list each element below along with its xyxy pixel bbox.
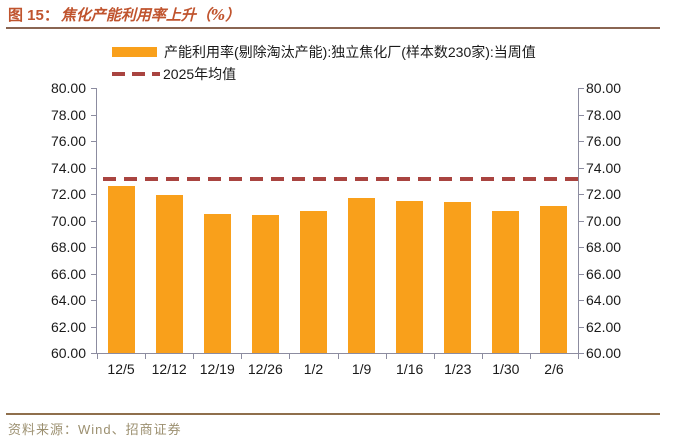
x-axis-label: 1/23: [444, 361, 472, 377]
y-axis-label-right: 68.00: [586, 239, 622, 255]
legend-item-bar-series: 产能利用率(剔除淘汰产能):独立焦化厂(样本数230家):当周值: [112, 41, 536, 63]
y-axis-label-right: 80.00: [586, 80, 622, 96]
y-axis-label-right: 66.00: [586, 265, 622, 282]
x-axis-label: 12/5: [107, 361, 135, 377]
y-tick-right: [579, 141, 584, 142]
y-tick-left: [91, 220, 96, 222]
legend-label-bar-series: 产能利用率(剔除淘汰产能):独立焦化厂(样本数230家):当周值: [164, 44, 536, 60]
y-tick-left: [91, 326, 96, 328]
x-axis-label: 12/26: [247, 361, 283, 377]
y-tick-right: [579, 114, 584, 116]
x-axis: [96, 353, 579, 354]
x-tick: [578, 354, 579, 359]
y-axis-label-right: 78.00: [586, 106, 622, 123]
y-axis-label-right: 60.00: [586, 345, 622, 361]
y-axis-label-right: 76.00: [586, 133, 622, 149]
y-axis-label-left: 60.00: [50, 345, 86, 361]
bar-12/5: [107, 186, 135, 353]
figure-title-text: 焦化产能利用率上升（%）: [60, 6, 241, 24]
y-tick-right: [579, 88, 584, 89]
x-tick: [193, 354, 195, 359]
chart-legend: 产能利用率(剔除淘汰产能):独立焦化厂(样本数230家):当周值 2025年均值: [112, 41, 536, 85]
bar-1/30: [492, 211, 520, 353]
bar-series-swatch: [112, 47, 157, 57]
y-axis-label-left: 76.00: [50, 133, 86, 149]
bar-2/6: [540, 205, 568, 353]
x-axis-label: 1/16: [396, 361, 424, 377]
y-axis-label-left: 70.00: [50, 212, 86, 229]
x-axis-label: 2/6: [544, 361, 564, 377]
x-tick: [481, 354, 483, 359]
x-tick: [241, 354, 243, 359]
y-tick-right: [579, 247, 584, 248]
footer-divider: [6, 413, 660, 415]
y-tick-left: [91, 300, 96, 301]
y-tick-left: [91, 114, 96, 116]
x-axis-label: 1/2: [303, 361, 324, 377]
y-tick-right: [579, 273, 584, 275]
y-tick-right: [579, 194, 584, 195]
x-tick: [433, 354, 435, 359]
x-axis-label: 12/19: [199, 361, 235, 377]
y-axis-label-left: 78.00: [50, 106, 86, 123]
legend-item-mean-line: 2025年均值: [112, 63, 536, 85]
x-axis-label: 12/12: [151, 361, 187, 377]
x-tick: [385, 354, 387, 359]
bar-1/9: [348, 197, 376, 353]
title-divider: [6, 27, 660, 29]
mean-value-dashed-line: [103, 177, 578, 182]
bar-12/19: [203, 213, 231, 353]
y-axis-label-right: 70.00: [586, 212, 622, 229]
y-tick-left: [91, 273, 96, 275]
y-tick-right: [579, 167, 584, 169]
y-axis-label-left: 68.00: [50, 239, 86, 255]
y-axis-label-right: 64.00: [586, 292, 622, 308]
y-axis-label-left: 66.00: [50, 265, 86, 282]
y-tick-left: [91, 167, 96, 169]
x-tick: [529, 354, 531, 359]
y-axis-label-left: 80.00: [50, 80, 86, 96]
bar-1/16: [396, 200, 424, 353]
y-tick-left: [91, 194, 96, 195]
y-axis-left: [96, 88, 97, 353]
y-tick-left: [91, 247, 96, 248]
source-note: 资料来源：Wind、招商证券: [8, 422, 182, 437]
y-tick-left: [91, 141, 96, 142]
y-tick-right: [579, 220, 584, 222]
y-axis-label-left: 72.00: [50, 186, 86, 202]
y-tick-right: [579, 300, 584, 301]
x-axis-label: 1/9: [351, 361, 372, 377]
bar-1/2: [299, 211, 327, 353]
x-tick: [337, 354, 339, 359]
bar-1/23: [444, 201, 472, 353]
y-tick-right: [579, 326, 584, 328]
y-tick-right: [579, 353, 584, 354]
x-tick: [145, 354, 147, 359]
y-axis-label-right: 62.00: [586, 318, 622, 335]
bar-12/12: [155, 195, 183, 353]
figure-number: 图 15：: [8, 7, 59, 24]
bar-12/26: [251, 215, 279, 353]
y-tick-left: [91, 88, 96, 89]
y-axis-label-left: 74.00: [50, 159, 86, 176]
y-tick-left: [91, 353, 96, 354]
y-axis-label-right: 74.00: [586, 159, 622, 176]
figure-title: 图 15： 焦化产能利用率上升（%）: [8, 4, 240, 25]
y-axis-label-right: 72.00: [586, 186, 622, 202]
x-tick: [97, 354, 98, 359]
y-axis-right: [578, 88, 579, 353]
y-axis-label-left: 64.00: [50, 292, 86, 308]
x-tick: [289, 354, 291, 359]
x-axis-label: 1/30: [492, 361, 520, 377]
mean-line-swatch: [112, 72, 160, 76]
legend-label-mean-line: 2025年均值: [163, 66, 237, 82]
y-axis-label-left: 62.00: [50, 318, 86, 335]
